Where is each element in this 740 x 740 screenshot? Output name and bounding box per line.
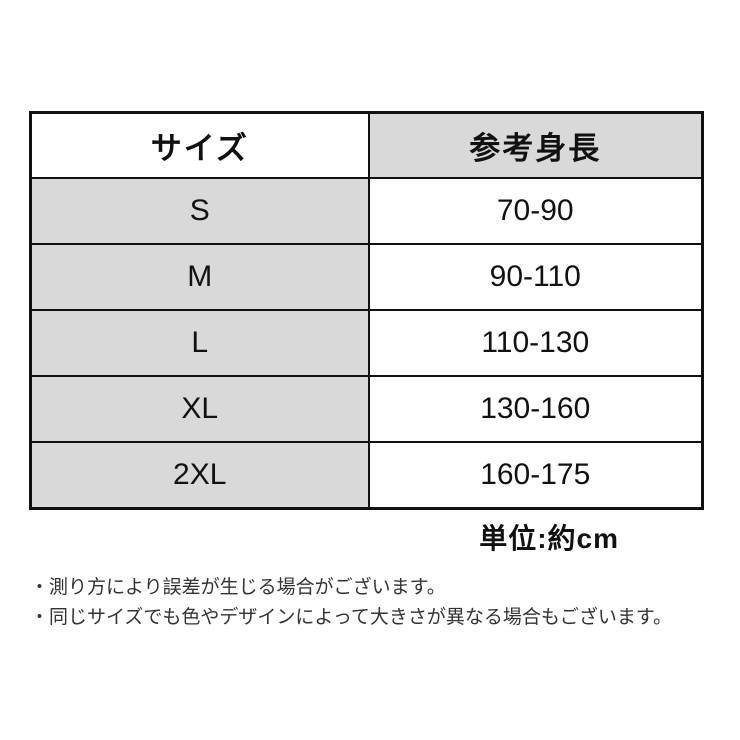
height-range-cell: 160-175 bbox=[367, 441, 704, 510]
size-cell: S bbox=[29, 177, 370, 245]
caption-notes: ・測り方により誤差が生じる場合がございます。 ・同じサイズでも色やデザインによっ… bbox=[30, 573, 720, 633]
table-row: S 70-90 bbox=[29, 177, 704, 245]
height-range-cell: 110-130 bbox=[367, 309, 704, 377]
height-range-cell: 90-110 bbox=[367, 243, 704, 311]
table-row: L 110-130 bbox=[29, 309, 704, 377]
caption-line-measurement-error: ・測り方により誤差が生じる場合がございます。 bbox=[30, 577, 446, 598]
table-row: M 90-110 bbox=[29, 243, 704, 311]
size-cell: XL bbox=[29, 375, 370, 443]
size-cell: L bbox=[29, 309, 370, 377]
height-range-cell: 130-160 bbox=[367, 375, 704, 443]
header-reference-height: 参考身長 bbox=[367, 111, 704, 179]
unit-note: 単位:約cm bbox=[479, 523, 619, 554]
size-cell: 2XL bbox=[29, 441, 370, 510]
caption-line-size-variation: ・同じサイズでも色やデザインによって大きさが異なる場合もございます。 bbox=[30, 607, 673, 628]
table-row: XL 130-160 bbox=[29, 375, 704, 443]
size-chart-table: サイズ 参考身長 S 70-90 M 90-110 L 110-130 XL 1… bbox=[29, 111, 704, 510]
header-size: サイズ bbox=[29, 111, 370, 179]
table-row: 2XL 160-175 bbox=[29, 441, 704, 510]
size-cell: M bbox=[29, 243, 370, 311]
height-range-cell: 70-90 bbox=[367, 177, 704, 245]
table-header-row: サイズ 参考身長 bbox=[29, 111, 704, 179]
